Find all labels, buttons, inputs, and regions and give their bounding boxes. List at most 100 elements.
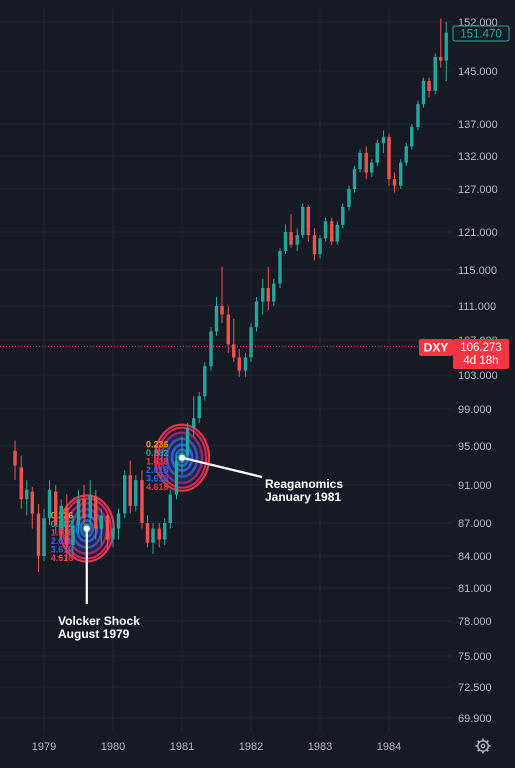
candle[interactable]	[47, 480, 52, 526]
candle[interactable]	[392, 172, 397, 193]
candle[interactable]	[323, 217, 328, 242]
candle[interactable]	[289, 214, 293, 248]
callout-text: Volcker Shock	[58, 614, 140, 628]
y-axis[interactable]: 69.900 72.500 75.000 78.000 81.000 84.000 87.0…	[458, 17, 498, 725]
y-tick-label: 91.000	[458, 480, 492, 492]
candle[interactable]	[13, 440, 17, 481]
candle[interactable]	[65, 494, 69, 562]
candle[interactable]	[111, 518, 115, 548]
candle[interactable]	[444, 22, 448, 81]
candle[interactable]	[163, 518, 167, 545]
candle[interactable]	[88, 480, 92, 526]
candle[interactable]	[254, 297, 259, 332]
candle[interactable]	[220, 266, 224, 323]
candle[interactable]	[433, 53, 437, 95]
candle[interactable]	[71, 515, 75, 556]
candle[interactable]	[105, 513, 110, 551]
candle[interactable]	[168, 489, 172, 529]
candle[interactable]	[283, 224, 288, 255]
candle-body	[364, 152, 368, 173]
fib-level-label: 1.618	[51, 528, 74, 538]
candle[interactable]	[19, 455, 23, 509]
candle[interactable]	[243, 353, 248, 377]
candle-body	[272, 283, 276, 302]
candle[interactable]	[94, 489, 98, 540]
gear-icon[interactable]	[475, 738, 491, 754]
x-tick-label: 1984	[377, 741, 401, 753]
candle[interactable]	[278, 247, 282, 288]
candles[interactable]	[13, 18, 448, 573]
candle[interactable]	[335, 221, 339, 245]
candle[interactable]	[185, 422, 190, 461]
candle-body	[335, 224, 339, 242]
candle[interactable]	[399, 159, 403, 189]
candle[interactable]	[352, 165, 357, 193]
candle[interactable]	[54, 485, 58, 534]
candle-body	[254, 301, 259, 328]
candle[interactable]	[387, 133, 391, 186]
candle[interactable]	[116, 508, 121, 540]
candle[interactable]	[192, 396, 196, 437]
candle[interactable]	[209, 327, 213, 371]
candle[interactable]	[214, 297, 219, 336]
candle[interactable]	[439, 18, 443, 68]
price-badges: DXY 106.273 4d 18h 151.470	[419, 25, 510, 369]
candle[interactable]	[42, 508, 46, 562]
candle[interactable]	[347, 185, 351, 211]
candle[interactable]	[266, 266, 270, 311]
candle[interactable]	[421, 77, 426, 108]
candle[interactable]	[145, 515, 150, 548]
candle[interactable]	[370, 159, 374, 178]
candle[interactable]	[203, 361, 207, 401]
candle[interactable]	[197, 392, 201, 423]
candle[interactable]	[36, 504, 41, 572]
candle[interactable]	[30, 486, 34, 529]
x-axis[interactable]: 1979 1980 1981 1982 1983 1984	[32, 741, 401, 753]
candle-body	[123, 475, 127, 514]
candle-body	[226, 314, 230, 345]
candle[interactable]	[330, 217, 334, 245]
candle[interactable]	[134, 475, 138, 512]
candle[interactable]	[157, 523, 161, 548]
fib-level-label: 4.618	[146, 482, 169, 492]
candle[interactable]	[306, 204, 310, 242]
candle[interactable]	[261, 279, 265, 315]
candle[interactable]	[174, 455, 179, 500]
candle[interactable]	[249, 323, 253, 362]
candle[interactable]	[375, 140, 379, 166]
candle[interactable]	[312, 228, 317, 261]
candle[interactable]	[381, 130, 386, 153]
candle-body	[392, 179, 397, 186]
candle[interactable]	[123, 470, 127, 519]
candle-body	[283, 232, 288, 251]
candle[interactable]	[128, 460, 132, 514]
candle[interactable]	[25, 480, 29, 516]
candle[interactable]	[404, 143, 408, 166]
symbol-badge	[419, 339, 453, 356]
candle[interactable]	[416, 100, 420, 131]
candle[interactable]	[272, 279, 276, 306]
candle[interactable]	[82, 485, 86, 529]
candle[interactable]	[358, 149, 362, 173]
candle[interactable]	[226, 306, 230, 354]
candle[interactable]	[301, 203, 305, 239]
candle[interactable]	[76, 489, 81, 534]
candle-body	[192, 418, 196, 428]
candle[interactable]	[151, 523, 155, 554]
candle[interactable]	[140, 470, 144, 529]
candle-body	[25, 489, 29, 500]
candle[interactable]	[318, 235, 322, 259]
candle[interactable]	[427, 77, 431, 98]
candle-body	[140, 480, 144, 523]
candle[interactable]	[364, 146, 368, 180]
candle-body	[19, 467, 23, 500]
candle[interactable]	[295, 228, 299, 251]
candle[interactable]	[237, 348, 241, 377]
candle[interactable]	[232, 318, 236, 362]
candle[interactable]	[99, 508, 103, 545]
candle[interactable]	[59, 499, 63, 540]
candle[interactable]	[410, 124, 414, 150]
candle[interactable]	[341, 203, 345, 229]
